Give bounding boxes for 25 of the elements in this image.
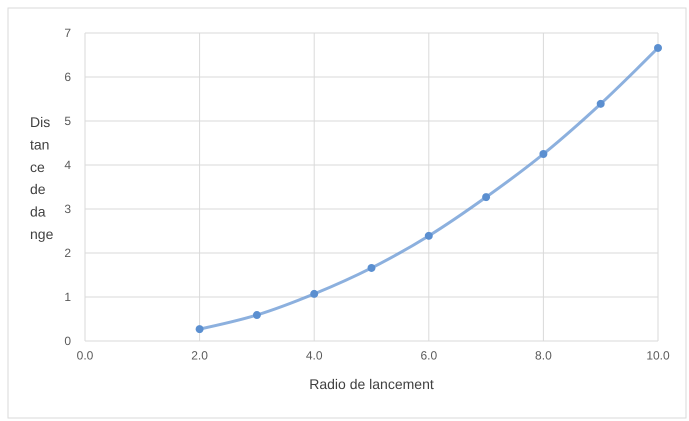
x-tick-label: 0.0	[76, 348, 94, 363]
y-axis-title: Dis tan ce de da nge	[30, 114, 54, 242]
point	[252, 311, 261, 320]
x-tick-label: 4.0	[306, 348, 323, 363]
y-tick-label: 0	[64, 334, 72, 348]
x-tick-label: 8.0	[535, 348, 552, 363]
point	[482, 193, 490, 202]
y-tick-label: 1	[64, 290, 72, 304]
point	[310, 290, 318, 298]
y-tick-label: 7	[64, 26, 72, 40]
x-axis-title: Radio de lancement	[309, 376, 434, 392]
point	[596, 100, 605, 108]
x-tick-label: 2.0	[191, 348, 208, 363]
y-tick-label: 6	[64, 70, 72, 84]
x-tick-label: 6.0	[420, 348, 438, 363]
point	[654, 44, 662, 52]
point	[539, 150, 548, 158]
y-tick-label: 4	[64, 158, 72, 172]
y-tick-label: 2	[64, 246, 72, 260]
x-tick-label: 10.0	[646, 348, 670, 363]
y-tick-label: 5	[64, 114, 72, 128]
point	[424, 232, 433, 240]
y-tick-label: 3	[64, 202, 72, 216]
point	[368, 264, 376, 272]
point	[196, 325, 204, 334]
